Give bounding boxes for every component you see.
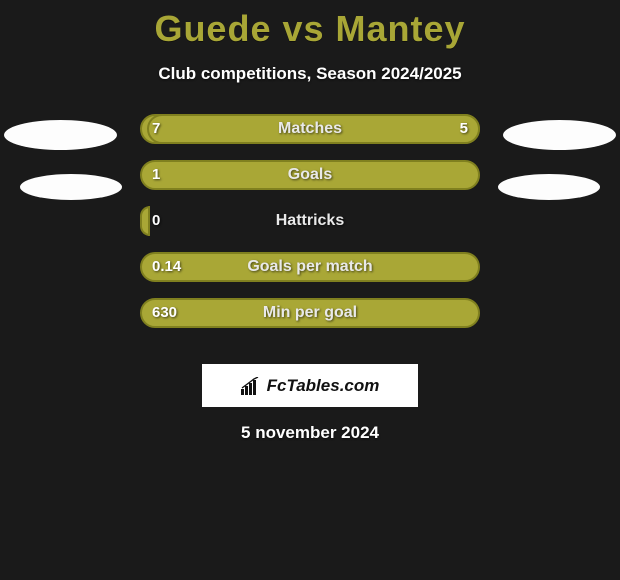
bar-left <box>140 160 480 190</box>
date-stamp: 5 november 2024 <box>0 423 620 443</box>
value-left: 0.14 <box>152 252 181 282</box>
value-left: 630 <box>152 298 177 328</box>
avatar-placeholder-right-1 <box>503 120 616 150</box>
avatar-placeholder-left-2 <box>20 174 122 200</box>
value-right: 5 <box>460 114 468 144</box>
page-title: Guede vs Mantey <box>0 0 620 50</box>
value-left: 0 <box>152 206 160 236</box>
bar-left <box>140 206 150 236</box>
comparison-row: Hattricks0 <box>140 206 480 236</box>
bar-left <box>140 298 480 328</box>
bar-left <box>140 252 480 282</box>
comparison-bars: Matches75Goals1Hattricks0Goals per match… <box>140 114 480 328</box>
comparison-row: Matches75 <box>140 114 480 144</box>
avatar-placeholder-right-2 <box>498 174 600 200</box>
site-logo: FcTables.com <box>241 376 380 396</box>
bar-chart-icon <box>241 377 263 395</box>
comparison-row: Goals1 <box>140 160 480 190</box>
value-left: 1 <box>152 160 160 190</box>
comparison-row: Goals per match0.14 <box>140 252 480 282</box>
bar-label: Hattricks <box>140 206 480 236</box>
avatar-placeholder-left-1 <box>4 120 117 150</box>
site-name: FcTables.com <box>267 376 380 396</box>
comparison-stage: Matches75Goals1Hattricks0Goals per match… <box>0 114 620 344</box>
value-left: 7 <box>152 114 160 144</box>
branding-box: FcTables.com <box>202 364 418 407</box>
comparison-row: Min per goal630 <box>140 298 480 328</box>
bar-right <box>147 114 480 144</box>
page-subtitle: Club competitions, Season 2024/2025 <box>0 64 620 84</box>
